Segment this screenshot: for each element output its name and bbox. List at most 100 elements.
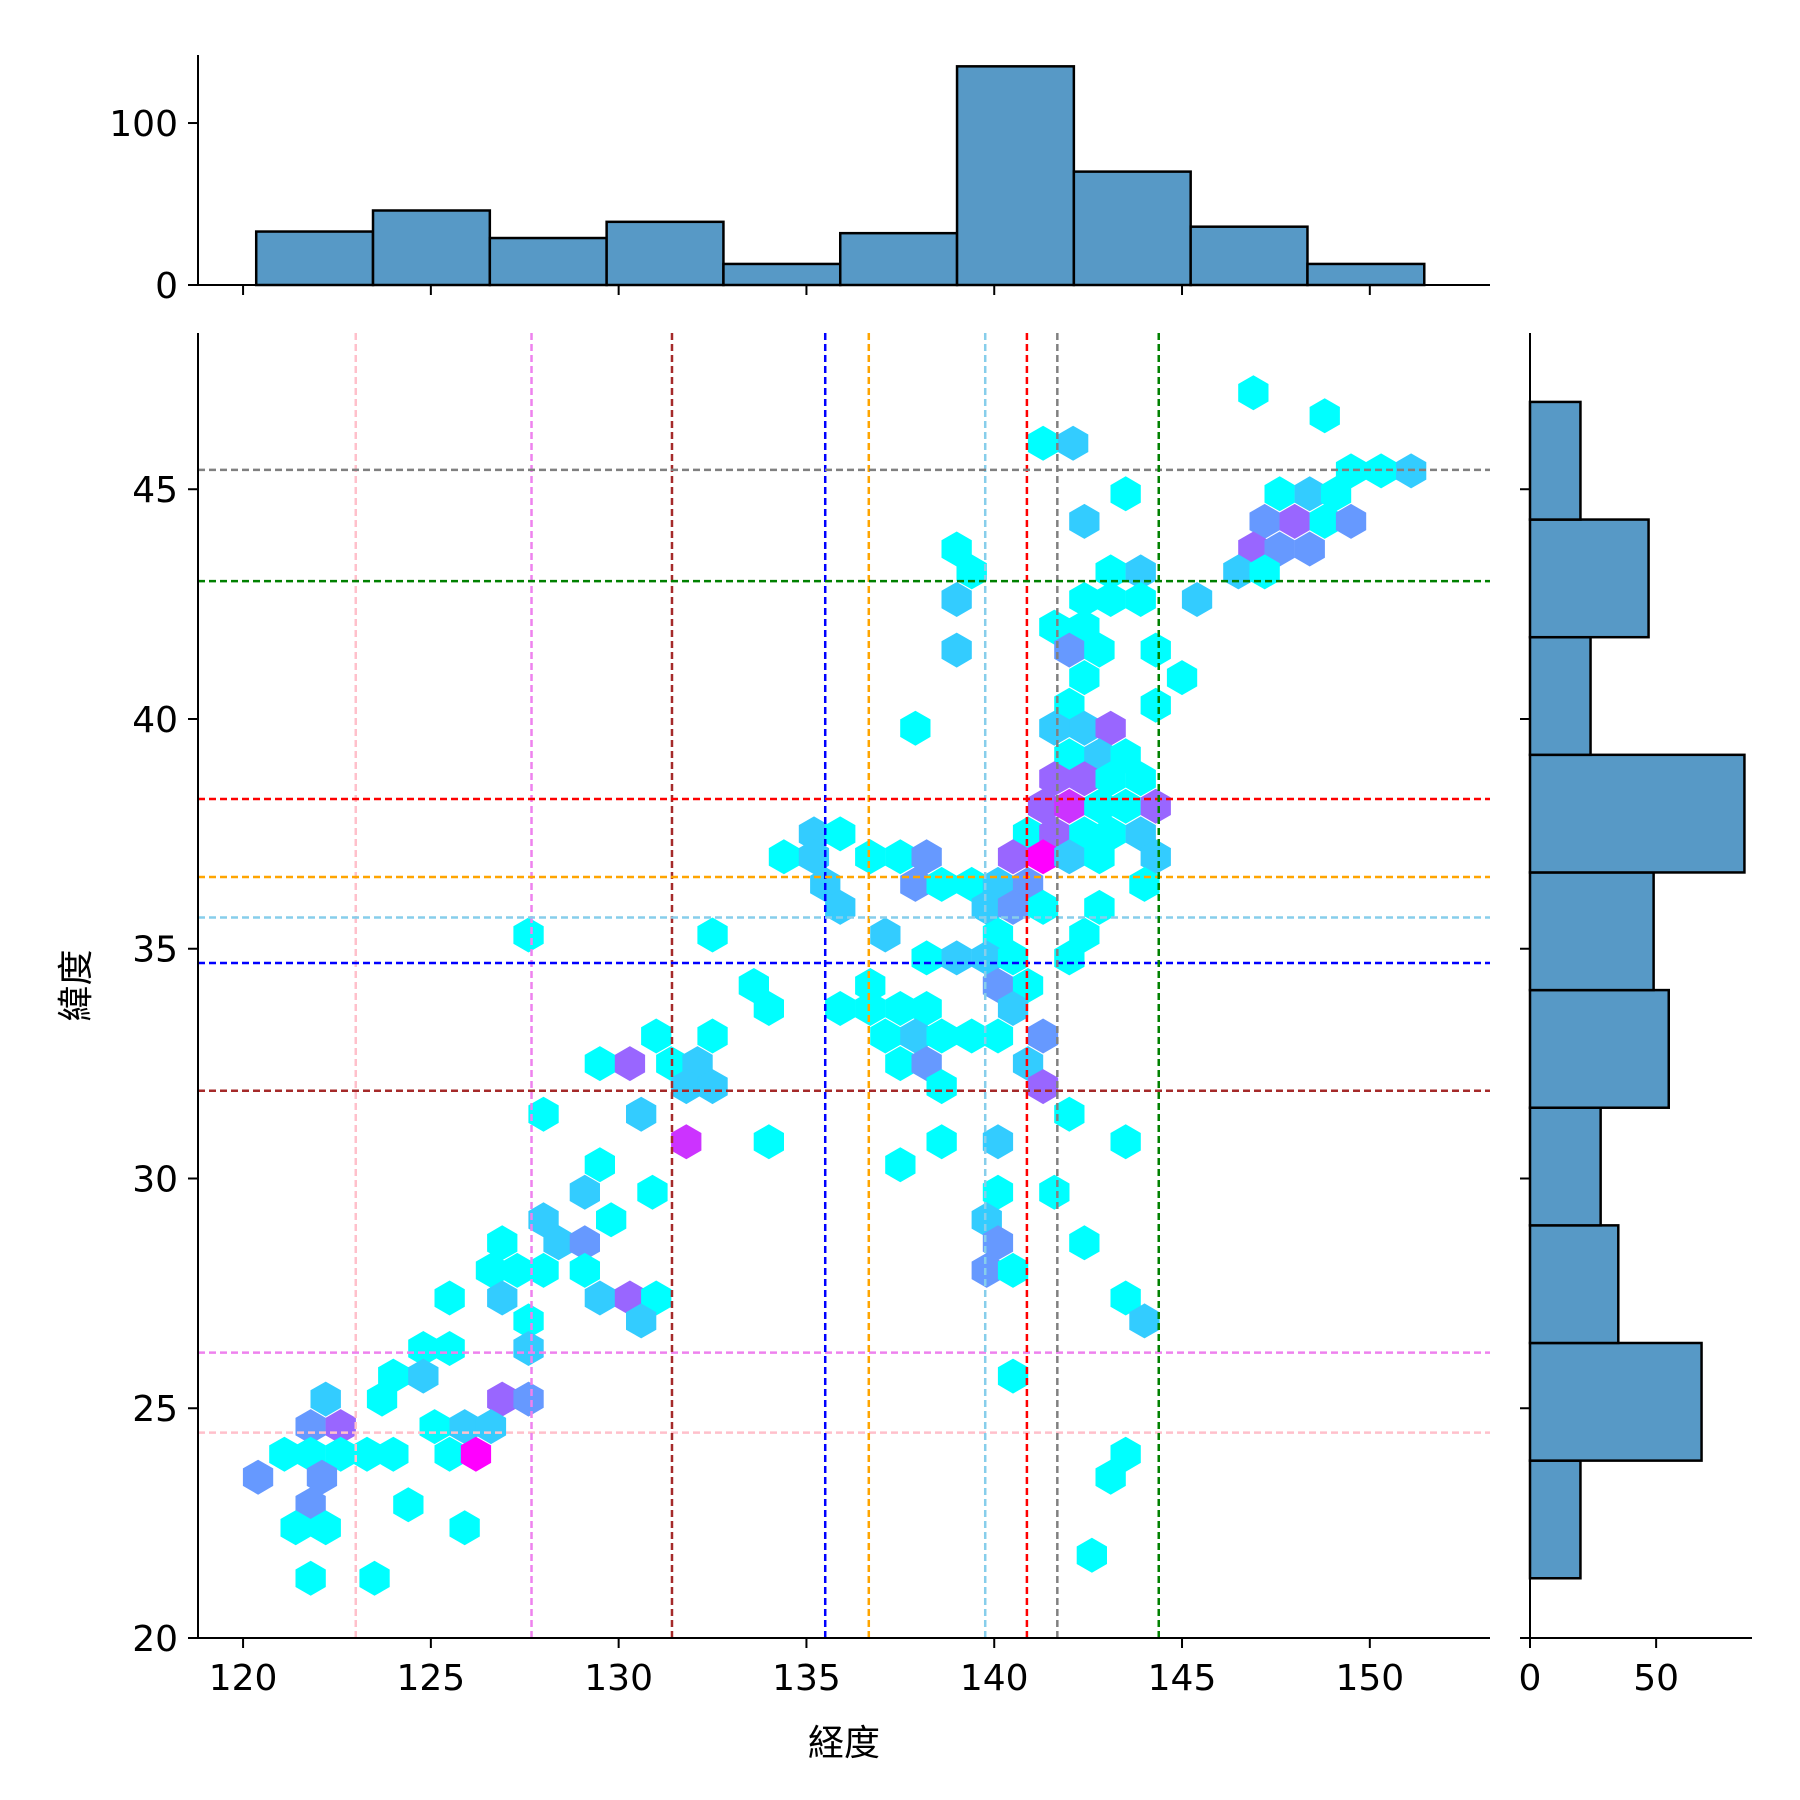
x-tick-label: 125 xyxy=(397,1658,466,1699)
hexbin-cell xyxy=(1027,839,1059,875)
hexbin-cell xyxy=(419,1409,450,1445)
top-histogram-bar xyxy=(1072,170,1192,287)
hexbin-cell xyxy=(475,1409,507,1445)
hexbin-cell xyxy=(911,1046,942,1082)
hexbin-cell xyxy=(1076,1537,1107,1573)
hexbin-cell xyxy=(697,917,728,953)
x-axis-title: 経度 xyxy=(808,1723,880,1764)
y-tick-label: 20 xyxy=(132,1619,178,1660)
hexbin-cell xyxy=(982,1124,1014,1160)
hexbin-cell xyxy=(1110,1436,1141,1472)
hexbin-cell xyxy=(1110,476,1141,512)
hexbin-cell xyxy=(870,1018,901,1054)
hexbin-cell xyxy=(1335,503,1367,539)
hexbin-cell xyxy=(671,1124,702,1160)
hexbin-cell xyxy=(614,1046,646,1082)
hexbin-cell xyxy=(911,991,942,1026)
hexbin-cell xyxy=(1069,1225,1100,1261)
hexbin-cell xyxy=(1181,582,1213,617)
right-histogram-bar xyxy=(1528,1106,1602,1227)
right-histogram-bar xyxy=(1528,1224,1620,1345)
hexbin-cell xyxy=(911,839,942,875)
right-hist-x-tick-label: 0 xyxy=(1519,1658,1542,1699)
hexbin-cell xyxy=(1279,503,1310,539)
x-tick-label: 135 xyxy=(772,1658,841,1699)
hexbin-cell xyxy=(569,1174,600,1210)
x-tick-label: 145 xyxy=(1148,1658,1217,1699)
hexbin-cell xyxy=(997,889,1029,925)
hexbin-cell xyxy=(359,1560,390,1596)
hexbin-cell xyxy=(885,839,916,875)
hexbin-cell xyxy=(1069,582,1100,617)
y-tick-label: 30 xyxy=(132,1159,178,1200)
hexbin-cell xyxy=(1140,687,1171,723)
hexbin-cell xyxy=(1057,425,1089,461)
hexbin-cell xyxy=(885,1147,916,1183)
hexbin-cell xyxy=(449,1510,480,1546)
hexbin-cell xyxy=(1140,839,1171,875)
hexbin-cell xyxy=(855,968,886,1003)
hexbin-cell xyxy=(641,1018,672,1054)
hexbin-cell xyxy=(855,991,886,1026)
y-tick-label: 40 xyxy=(132,700,178,741)
hexbin-cell xyxy=(1039,1174,1070,1210)
hexbin-cell xyxy=(310,1510,341,1546)
hexbin-cell xyxy=(1320,476,1352,512)
hexbin-cell xyxy=(1264,531,1295,567)
hexbin-cell xyxy=(1054,839,1085,875)
hexbin-cell xyxy=(449,1409,480,1445)
hexbin-cell xyxy=(513,1381,544,1417)
hexbin-cell xyxy=(982,1225,1014,1261)
hexbin-cell xyxy=(1129,866,1160,902)
top-histogram-bar xyxy=(1306,262,1426,287)
hexbin-cell xyxy=(596,1202,627,1238)
hexbin-cell xyxy=(911,940,942,976)
top-histogram-bar xyxy=(1189,225,1309,287)
hexbin-cell xyxy=(366,1381,398,1417)
hexbin-cell xyxy=(408,1331,439,1366)
hexbin-cell xyxy=(1129,1303,1160,1339)
hexbin-cell xyxy=(584,1046,615,1082)
hexbin-cell xyxy=(1054,738,1085,774)
hexbin-cell xyxy=(982,1018,1014,1054)
hexbin-cell xyxy=(926,1124,957,1160)
hexbin-cell xyxy=(1084,788,1115,824)
hexbin-cell xyxy=(1140,788,1171,824)
hexbin-cell xyxy=(1309,398,1340,434)
hexbin-cell xyxy=(295,1409,326,1445)
hexbin-cell xyxy=(971,940,1002,976)
x-tick-label: 120 xyxy=(209,1658,278,1699)
hexbin-cell xyxy=(626,1096,657,1132)
right-hist-x-tick-label: 50 xyxy=(1633,1658,1679,1699)
hexbin-cell xyxy=(1054,687,1085,723)
hexbin-cell xyxy=(825,889,856,925)
y-tick-label: 45 xyxy=(132,470,178,511)
hexbin-cell xyxy=(982,1174,1014,1210)
hexbin-cell xyxy=(798,839,830,875)
hexbin-cell xyxy=(900,866,931,902)
hexbin-cell xyxy=(310,1381,341,1417)
hexbin-cell xyxy=(1084,839,1115,875)
hexbin-cell xyxy=(543,1225,574,1261)
hexbin-cell xyxy=(825,991,856,1026)
hexbin-cell xyxy=(825,816,856,852)
hexbin-cell xyxy=(870,917,901,953)
hexbin-cell xyxy=(475,1252,507,1288)
hexbin-cell xyxy=(1335,453,1367,489)
hexbin-cell xyxy=(885,991,916,1026)
hexbin-cell xyxy=(306,1459,338,1495)
hexbin-cell xyxy=(753,1124,784,1160)
hexbin-cell xyxy=(1039,609,1070,645)
hexbin-cell xyxy=(1095,1459,1126,1495)
hexbin-cell xyxy=(1084,889,1115,925)
hexbin-cell xyxy=(1095,761,1126,797)
hexbin-cell xyxy=(295,1560,326,1596)
hexbin-cell xyxy=(1110,788,1141,824)
hexbin-cell xyxy=(997,940,1029,976)
hexbin-cell xyxy=(971,889,1002,925)
top-histogram-bar xyxy=(838,231,959,287)
hexbin-cell xyxy=(1095,582,1126,617)
hexbin-cell xyxy=(641,1280,672,1316)
y-tick-label: 35 xyxy=(132,930,178,971)
